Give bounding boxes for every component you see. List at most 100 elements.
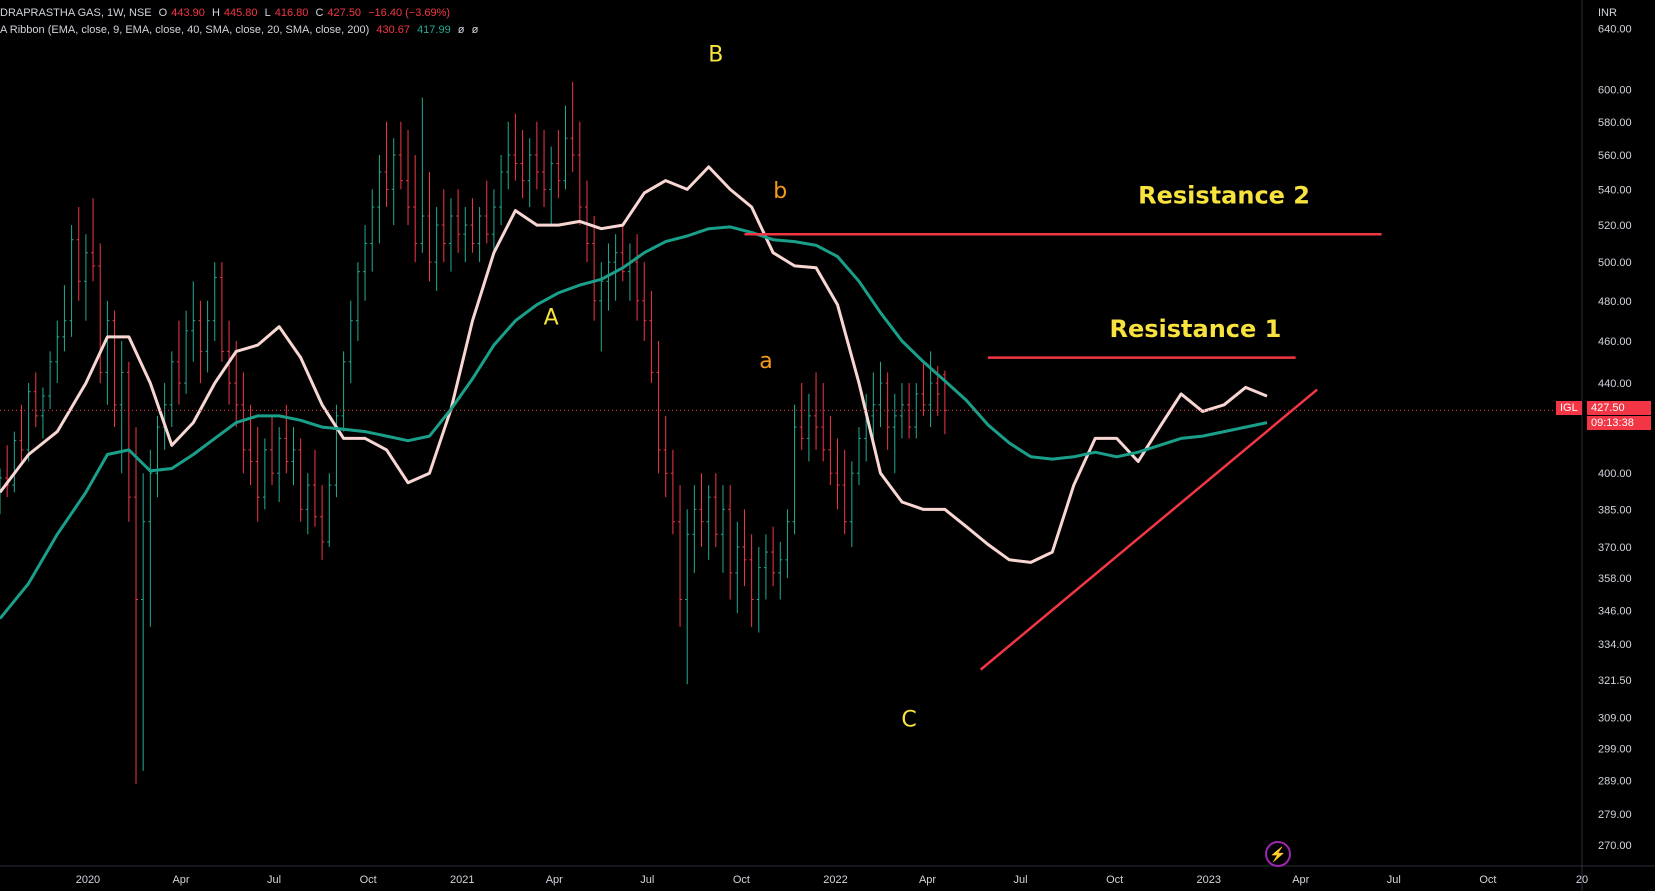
- candle: [0, 468, 2, 515]
- y-tick-label: 358.00: [1598, 573, 1632, 585]
- lightning-icon[interactable]: ⚡: [1265, 841, 1291, 867]
- ribbon-title[interactable]: A Ribbon (EMA, close, 9, EMA, close, 40,…: [0, 24, 370, 36]
- candle: [520, 129, 525, 199]
- candle: [792, 404, 797, 535]
- candle: [513, 113, 518, 181]
- candle: [413, 154, 418, 263]
- y-tick-label: 540.00: [1598, 184, 1632, 196]
- candle: [921, 361, 926, 416]
- candle: [169, 351, 174, 428]
- candle: [549, 146, 554, 226]
- candle: [91, 198, 96, 282]
- candle: [420, 97, 425, 253]
- candle: [799, 383, 804, 450]
- candle: [756, 546, 761, 633]
- candle: [55, 320, 60, 384]
- candle: [348, 300, 353, 384]
- candle: [749, 534, 754, 627]
- y-tick-label: 640.00: [1598, 24, 1632, 36]
- candle: [592, 216, 597, 321]
- candle: [871, 372, 876, 439]
- candle: [134, 427, 139, 784]
- y-tick-label: 270.00: [1598, 840, 1632, 852]
- y-tick-label: 400.00: [1598, 468, 1632, 480]
- symbol-title[interactable]: DRAPRASTHA GAS, 1W, NSE: [0, 7, 152, 19]
- candle: [427, 172, 432, 282]
- x-tick-label: 20: [1576, 874, 1588, 886]
- candle: [40, 387, 45, 439]
- y-tick-label: 520.00: [1598, 220, 1632, 232]
- y-tick-label: 500.00: [1598, 257, 1632, 269]
- candle: [599, 262, 604, 352]
- candle: [477, 207, 482, 263]
- candle: [212, 262, 217, 342]
- y-tick-label: 560.00: [1598, 150, 1632, 162]
- wave-label-b: b: [773, 179, 787, 204]
- candle: [456, 189, 461, 253]
- candle: [899, 383, 904, 439]
- candle: [398, 121, 403, 190]
- candle: [907, 383, 912, 439]
- candle: [270, 415, 275, 486]
- resistance-label: Resistance 1: [1110, 315, 1282, 343]
- candle: [463, 207, 468, 263]
- candle: [663, 415, 668, 498]
- candle: [656, 341, 661, 474]
- candle: [763, 534, 768, 600]
- candle: [291, 427, 296, 486]
- candle: [312, 449, 317, 527]
- series-line-ema40: [0, 225, 1268, 620]
- candle: [728, 485, 733, 600]
- x-tick-label: Oct: [1106, 874, 1123, 886]
- y-tick-label: 346.00: [1598, 605, 1632, 617]
- candle: [277, 427, 282, 503]
- candle: [542, 129, 547, 208]
- candle: [119, 341, 124, 474]
- candle: [742, 509, 747, 587]
- x-tick-label: Apr: [172, 874, 189, 886]
- x-tick-label: Jul: [640, 874, 654, 886]
- change-value: −16.40 (−3.69%): [368, 7, 451, 19]
- candle: [885, 372, 890, 450]
- candle: [785, 509, 790, 579]
- candle: [685, 509, 690, 685]
- candle: [98, 243, 103, 384]
- wave-label-C: C: [901, 708, 916, 733]
- trendline: [979, 388, 1318, 671]
- y-tick-label: 460.00: [1598, 336, 1632, 348]
- currency-label[interactable]: INR: [1598, 7, 1617, 19]
- candle: [262, 438, 267, 510]
- candle: [491, 189, 496, 253]
- candle: [391, 138, 396, 226]
- y-tick-label: 600.00: [1598, 85, 1632, 97]
- candle: [384, 121, 389, 208]
- candle: [806, 393, 811, 462]
- symbol-badge: IGL: [1556, 401, 1582, 415]
- candle: [341, 351, 346, 432]
- candle: [670, 449, 675, 535]
- candle: [778, 541, 783, 600]
- candle: [706, 485, 711, 560]
- candle: [821, 383, 826, 462]
- y-tick-label: 580.00: [1598, 117, 1632, 129]
- close-value: 427.50: [327, 7, 362, 19]
- x-tick-label: Oct: [733, 874, 750, 886]
- candle: [613, 234, 618, 301]
- candle: [355, 262, 360, 342]
- candle: [48, 351, 53, 410]
- candle: [19, 404, 24, 462]
- candle: [363, 225, 368, 301]
- y-tick-label: 289.00: [1598, 776, 1632, 788]
- candle: [878, 361, 883, 428]
- candle: [570, 81, 575, 173]
- y-tick-label: 309.00: [1598, 712, 1632, 724]
- y-tick-label: 480.00: [1598, 296, 1632, 308]
- indicator-legend[interactable]: A Ribbon (EMA, close, 9, EMA, close, 40,…: [0, 24, 482, 36]
- candle: [219, 262, 224, 362]
- ribbon-value-4: ø: [471, 24, 479, 36]
- candle: [191, 281, 196, 362]
- candle: [692, 485, 697, 573]
- candle: [642, 262, 647, 342]
- candle: [112, 310, 117, 428]
